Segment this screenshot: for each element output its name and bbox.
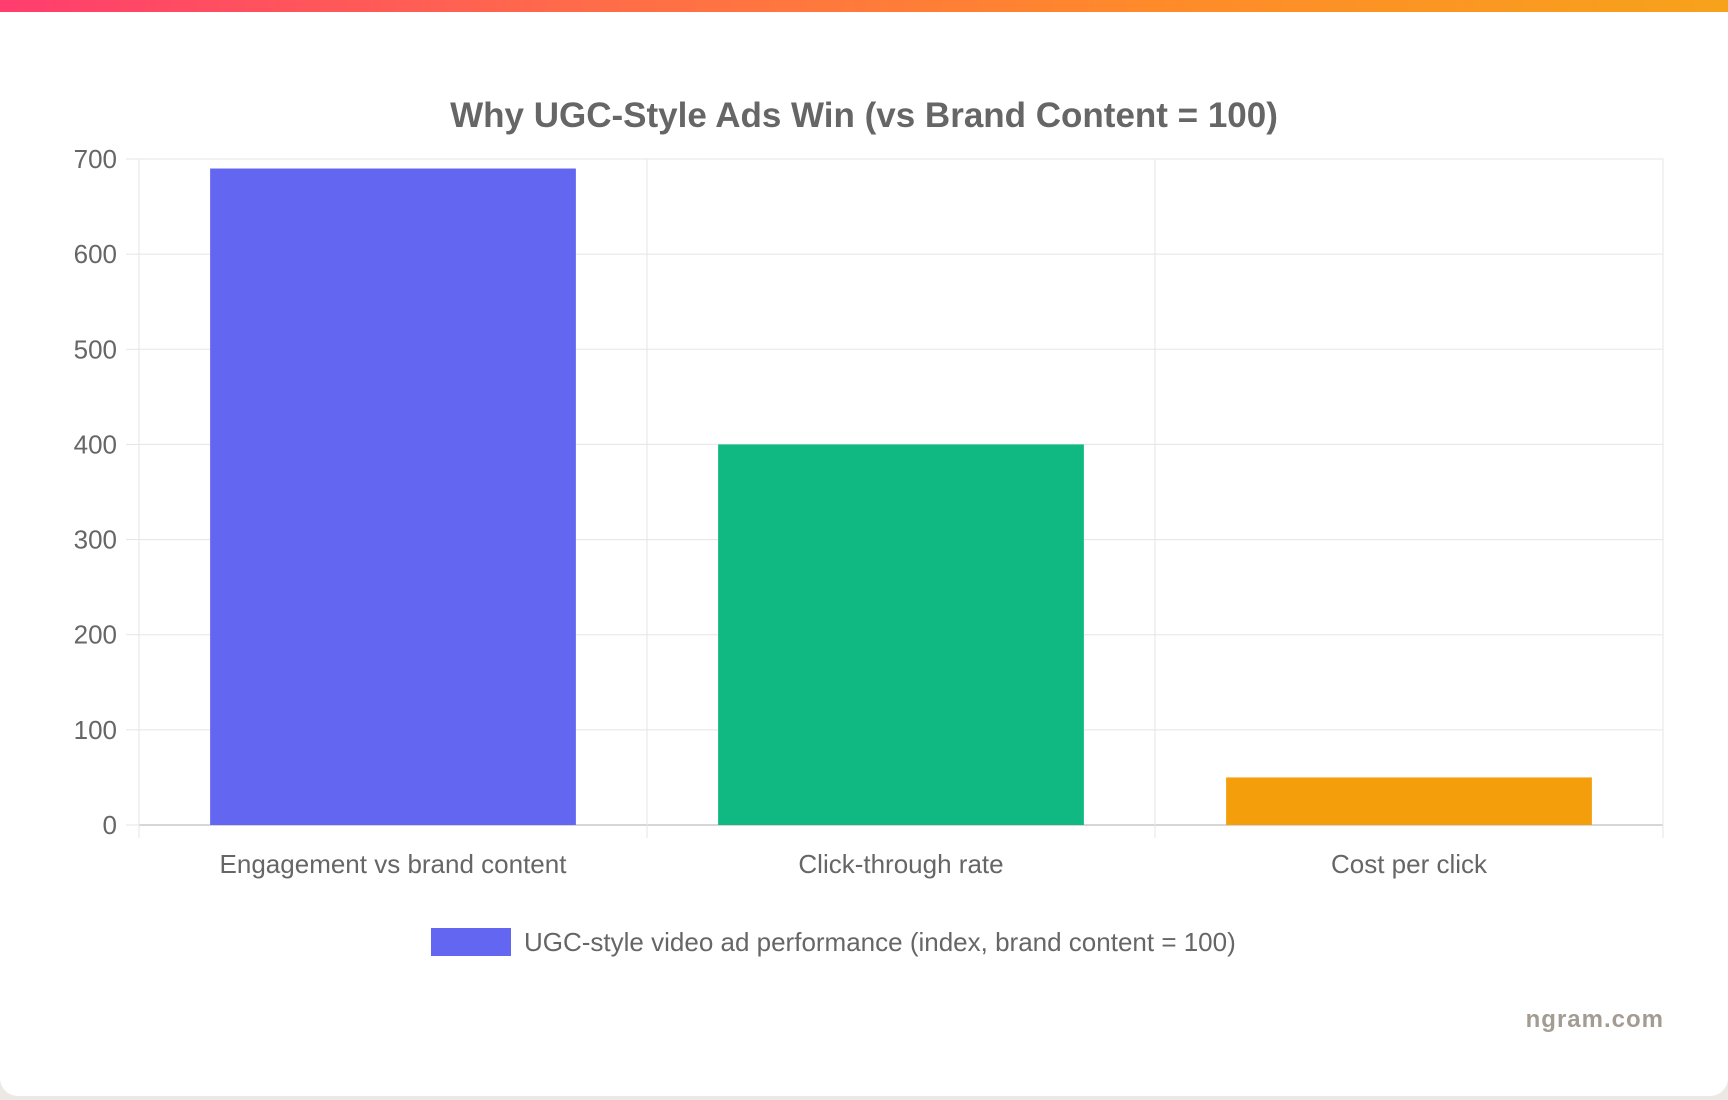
legend-label: UGC-style video ad performance (index, b… (524, 927, 1236, 957)
bars (210, 168, 1592, 825)
watermark: ngram.com (1525, 1006, 1664, 1033)
legend[interactable]: UGC-style video ad performance (index, b… (431, 927, 1236, 957)
x-tick-label: Click-through rate (798, 849, 1003, 879)
accent-bar (0, 0, 1728, 12)
y-tick-label: 200 (74, 620, 117, 650)
x-tick-label: Engagement vs brand content (220, 849, 568, 879)
legend-swatch (431, 928, 511, 956)
y-tick-label: 300 (74, 525, 117, 555)
y-tick-label: 0 (103, 810, 117, 840)
y-tick-label: 100 (74, 715, 117, 745)
y-tick-label: 600 (74, 239, 117, 269)
y-tick-label: 400 (74, 429, 117, 459)
x-tick-label: Cost per click (1331, 849, 1488, 879)
axes: 0 100 200 300 400 500 600 700 Engagement vs bran… (74, 144, 1488, 879)
y-tick-label: 500 (74, 334, 117, 364)
bar[interactable] (1226, 777, 1592, 825)
bar[interactable] (210, 168, 576, 825)
bar[interactable] (718, 444, 1084, 825)
y-tick-label: 700 (74, 144, 117, 174)
chart-title: Why UGC-Style Ads Win (vs Brand Content … (450, 96, 1278, 135)
